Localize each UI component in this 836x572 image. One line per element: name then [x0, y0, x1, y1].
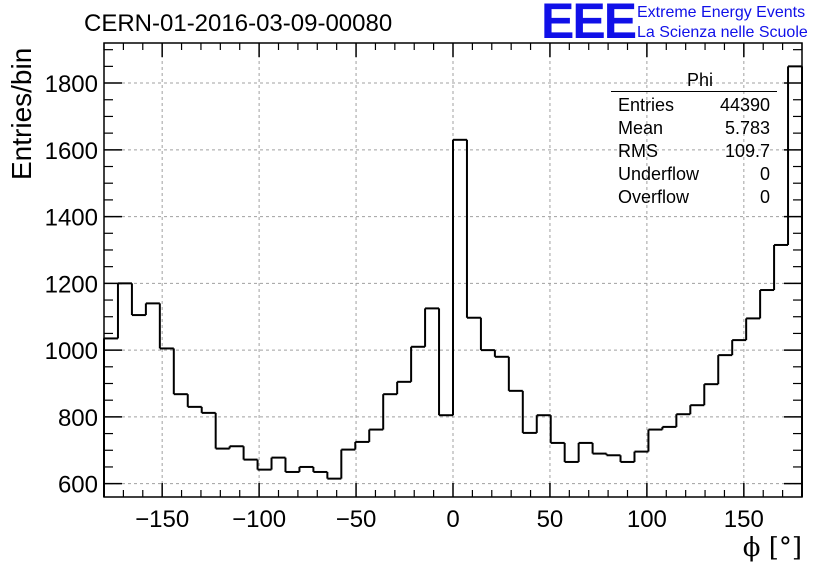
stats-value: 0	[759, 164, 770, 184]
stats-title: Phi	[686, 70, 713, 90]
histogram	[103, 65, 803, 497]
stats-box: Phi Entries 44390 Mean 5.783 RMS 109.7 U…	[611, 70, 777, 209]
eee-logo: EEE	[541, 0, 637, 49]
stats-divider	[611, 91, 777, 92]
x-axis-label: ϕ [°]	[742, 533, 802, 563]
y-tick-label: 1400	[45, 205, 98, 232]
y-tick-label: 1200	[45, 271, 98, 298]
logo-text-line-1: Extreme Energy Events	[637, 4, 806, 21]
x-tick-label: 0	[446, 506, 459, 533]
stats-row-underflow: Underflow 0	[611, 163, 777, 186]
x-tick-label: 100	[627, 506, 667, 533]
y-tick-label: 1800	[45, 71, 98, 98]
stats-label: Mean	[618, 118, 664, 138]
y-axis-label: Entries/bin	[6, 47, 37, 180]
stats-value: 44390	[719, 95, 770, 115]
x-tick-label: 50	[537, 506, 564, 533]
stats-label: Overflow	[618, 187, 690, 207]
stats-row-rms: RMS 109.7	[611, 140, 777, 163]
logo-text-line-2: La Scienza nelle Scuole	[637, 24, 808, 41]
x-tick-label: −50	[336, 506, 377, 533]
y-tick-label: 800	[58, 405, 98, 432]
stats-row-mean: Mean 5.783	[611, 117, 777, 140]
stats-label: RMS	[618, 141, 658, 161]
stats-value: 0	[759, 187, 770, 207]
y-tick-label: 1000	[45, 338, 98, 365]
x-tick-label: −150	[135, 506, 189, 533]
stats-row-entries: Entries 44390	[611, 94, 777, 117]
stats-value: 5.783	[724, 118, 770, 138]
stats-label: Entries	[618, 95, 675, 115]
stats-row-overflow: Overflow 0	[611, 186, 777, 209]
axis-ticks	[103, 43, 803, 497]
stats-value: 109.7	[724, 141, 770, 161]
run-title: CERN-01-2016-03-09-00080	[84, 10, 393, 37]
tick-labels: −150 −100 −50 0 50 100 150 600 800 1000 1200 1400 16…	[45, 71, 764, 533]
x-tick-label: 150	[724, 506, 764, 533]
y-tick-label: 600	[58, 472, 98, 499]
stats-label: Underflow	[618, 164, 700, 184]
y-tick-label: 1600	[45, 138, 98, 165]
x-tick-label: −100	[232, 506, 286, 533]
